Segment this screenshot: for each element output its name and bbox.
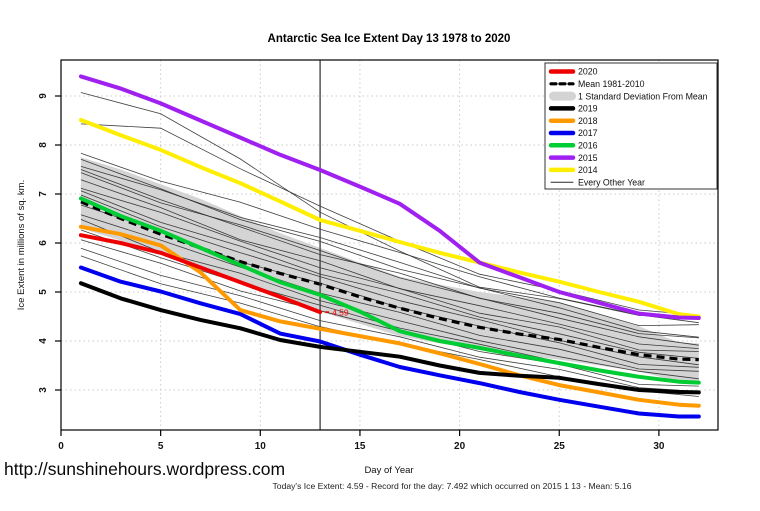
legend-label: 2020 — [578, 67, 598, 77]
legend-item-2015: 2015 — [548, 153, 598, 163]
y-axis-label: Ice Extent in millions of sq. km. — [16, 180, 27, 310]
legend-item-mean-1981-2010: Mean 1981-2010 — [549, 79, 645, 89]
background-year-line — [80, 247, 699, 392]
background-year-line — [80, 187, 699, 352]
legend-item-every-other-year: Every Other Year — [550, 177, 645, 187]
x-tick-label: 0 — [58, 441, 64, 452]
legend-item-2016: 2016 — [548, 141, 598, 151]
background-year-line — [80, 166, 699, 327]
legend-label: 2014 — [578, 165, 598, 175]
legend-label: Mean 1981-2010 — [578, 79, 645, 89]
x-tick-label: 15 — [354, 441, 366, 452]
x-tick-label: 5 — [158, 441, 164, 452]
legend-item-2019: 2019 — [548, 104, 598, 114]
watermark-url: http://sunshinehours.wordpress.com — [4, 459, 285, 479]
background-year-line — [80, 152, 699, 324]
y-tick-label: 8 — [38, 142, 49, 148]
annotation-value: 4.59 — [332, 307, 349, 317]
legend-band-swatch — [549, 91, 576, 101]
background-year-line — [80, 92, 699, 317]
legend-item-2018: 2018 — [548, 116, 598, 126]
footnote-stats: Today's Ice Extent: 4.59 - Record for th… — [273, 481, 632, 491]
chart-title: Antarctic Sea Ice Extent Day 13 1978 to … — [268, 33, 511, 45]
legend-item-2014: 2014 — [548, 165, 598, 175]
x-tick-label: 25 — [554, 441, 566, 452]
legend-label: 2018 — [578, 116, 598, 126]
legend-item-1-standard-deviation-from-mean: 1 Standard Deviation From Mean — [549, 91, 708, 101]
legend-label: 2016 — [578, 141, 598, 151]
series-2014-line — [78, 118, 701, 319]
x-tick-label: 20 — [454, 441, 466, 452]
y-tick-label: 3 — [38, 387, 49, 393]
legend-item-2017: 2017 — [548, 128, 598, 138]
series-2020-line — [78, 233, 323, 315]
plot-layers: 4.59 0 5 10 15 20 25 30 3 4 5 6 7 8 9 2020 Mean 1981-201… — [38, 59, 719, 452]
background-year-line — [80, 190, 699, 359]
y-tick-label: 6 — [38, 240, 49, 246]
y-tick-label: 4 — [38, 338, 49, 344]
series-2015-line — [78, 74, 701, 320]
mean-line — [80, 200, 699, 362]
legend-label: Every Other Year — [578, 177, 645, 187]
std-deviation-band — [80, 157, 699, 383]
plot-box — [60, 59, 719, 431]
x-tick-label: 10 — [255, 441, 267, 452]
series-2017-line — [78, 265, 701, 419]
series-2019-line — [78, 281, 701, 395]
legend-item-2020: 2020 — [548, 67, 598, 77]
y-tick-label: 5 — [38, 289, 49, 295]
x-axis-label: Day of Year — [364, 465, 413, 476]
x-tick-label: 30 — [653, 441, 665, 452]
y-tick-label: 9 — [38, 93, 49, 99]
y-tick-label: 7 — [38, 191, 49, 197]
legend-label: 2017 — [578, 128, 598, 138]
legend-label: 2019 — [578, 104, 598, 114]
background-year-line — [80, 214, 699, 372]
background-year-line — [80, 172, 699, 346]
background-year-line — [80, 169, 699, 339]
background-year-line — [80, 219, 699, 380]
legend-label: 2015 — [578, 153, 598, 163]
series-2016-line — [78, 196, 701, 385]
legend-label: 1 Standard Deviation From Mean — [578, 91, 708, 101]
legend: 2020 Mean 1981-2010 1 Standard Deviation F… — [544, 62, 718, 190]
